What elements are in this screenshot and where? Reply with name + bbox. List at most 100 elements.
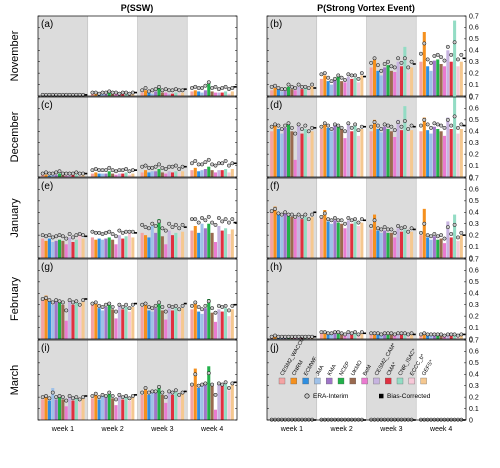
bar-kma [203, 169, 207, 177]
era-interim-marker [77, 302, 82, 307]
y-tick-label: 0.1 [469, 163, 479, 170]
era-interim-marker [418, 332, 423, 337]
bar-ncep [386, 334, 390, 339]
y-tick-label: 0 [469, 174, 473, 181]
bar-gefs- [131, 93, 135, 96]
bar-ukmo [210, 385, 214, 420]
bar-cma- [399, 130, 404, 177]
era-interim-marker [130, 394, 135, 398]
bar-bom [213, 92, 218, 96]
panel-label: (b) [270, 19, 282, 30]
bar-cesm2-waccm [190, 91, 194, 96]
bar-eccc-b- [456, 66, 460, 96]
era-interim-marker [439, 123, 444, 128]
bar-bom [343, 82, 347, 96]
bar-ukmo [340, 129, 344, 177]
era-interim-marker [120, 90, 125, 95]
era-interim-marker [452, 222, 457, 227]
era-interim-marker [449, 123, 454, 128]
era-interim-marker [399, 331, 404, 336]
bar-cesm2-waccm [140, 394, 144, 420]
bar-eccc-b- [127, 174, 131, 177]
bar-cma- [220, 92, 224, 96]
bar-cesm2-cam- [217, 309, 221, 339]
bar-kma [154, 171, 158, 177]
era-interim-marker [127, 169, 132, 174]
era-interim-marker [332, 122, 337, 127]
bar-ecmwf [326, 127, 330, 177]
bar-cma- [71, 400, 75, 420]
bar-gefs- [81, 398, 85, 420]
era-interim-marker [74, 233, 79, 238]
bar-gefs- [459, 235, 463, 258]
y-tick-label: 0.3 [469, 383, 479, 390]
era-interim-marker [177, 392, 182, 397]
bar-cesm2-waccm [419, 61, 423, 96]
era-interim-marker [273, 206, 277, 211]
bar-ukmo [210, 312, 214, 339]
bar-cesm2-waccm [140, 307, 144, 339]
era-interim-marker [372, 56, 377, 61]
era-interim-marker [60, 171, 65, 176]
y-tick-label: 0.2 [469, 232, 479, 239]
era-interim-marker [286, 121, 291, 126]
era-interim-marker [170, 305, 175, 309]
era-interim-marker [452, 40, 457, 45]
bar-cesm2-cam- [117, 235, 121, 258]
era-interim-marker [50, 390, 55, 395]
bar-eccc-b- [127, 311, 131, 339]
era-interim-marker [107, 390, 112, 395]
bar-cesm2-cam- [396, 228, 400, 258]
bar-cma- [350, 78, 354, 96]
era-interim-marker [163, 309, 168, 314]
era-interim-marker [114, 90, 118, 95]
y-tick-label: 0.2 [469, 70, 479, 77]
y-tick-label: 0.4 [469, 291, 479, 298]
bar-ecmwf [97, 238, 101, 258]
era-interim-marker [216, 381, 221, 386]
era-interim-marker [429, 332, 433, 337]
bar-cma- [300, 219, 304, 258]
bar-jma [200, 223, 204, 258]
bar-kma [54, 301, 58, 339]
era-interim-marker [409, 226, 414, 231]
bar-cnr-isac- [124, 172, 128, 177]
bar-cma- [121, 238, 125, 258]
bar-kma [432, 236, 436, 258]
bar-cnr-isac- [403, 334, 407, 339]
era-interim-marker [220, 161, 225, 166]
bar-ukmo [340, 223, 344, 258]
bar-ncep [207, 299, 211, 339]
bar-kma [383, 334, 387, 339]
bar-cesm2-cam- [446, 335, 450, 339]
bar-kma [54, 399, 58, 420]
era-interim-marker [153, 389, 158, 394]
era-interim-marker [206, 80, 211, 85]
era-interim-marker [180, 88, 185, 93]
era-interim-marker [114, 397, 118, 402]
bar-kma [283, 213, 287, 258]
era-interim-marker [459, 230, 464, 235]
bar-ukmo [160, 394, 164, 420]
era-interim-marker [303, 334, 308, 339]
era-interim-marker [220, 219, 225, 224]
era-interim-marker [386, 123, 390, 128]
bar-cnrm [422, 117, 426, 177]
era-interim-marker [230, 86, 235, 90]
era-interim-marker [220, 86, 225, 90]
era-interim-marker [422, 331, 427, 336]
era-interim-marker [124, 302, 129, 307]
era-interim-marker [140, 164, 145, 169]
bar-bom [343, 335, 347, 339]
y-tick-label: 0.2 [469, 394, 479, 401]
bar-eccc-b- [356, 135, 360, 177]
era-interim-marker [200, 307, 204, 312]
bar-ukmo [111, 173, 115, 177]
bar-ncep [207, 223, 211, 258]
bar-jma [150, 311, 154, 339]
era-interim-marker [57, 233, 62, 238]
era-interim-marker [210, 306, 215, 311]
era-interim-marker [81, 395, 86, 400]
era-interim-marker [356, 220, 361, 225]
panel-f: (f) 0 0.1 0.2 0.3 0.4 0.5 0.6 0.7 [266, 175, 479, 262]
